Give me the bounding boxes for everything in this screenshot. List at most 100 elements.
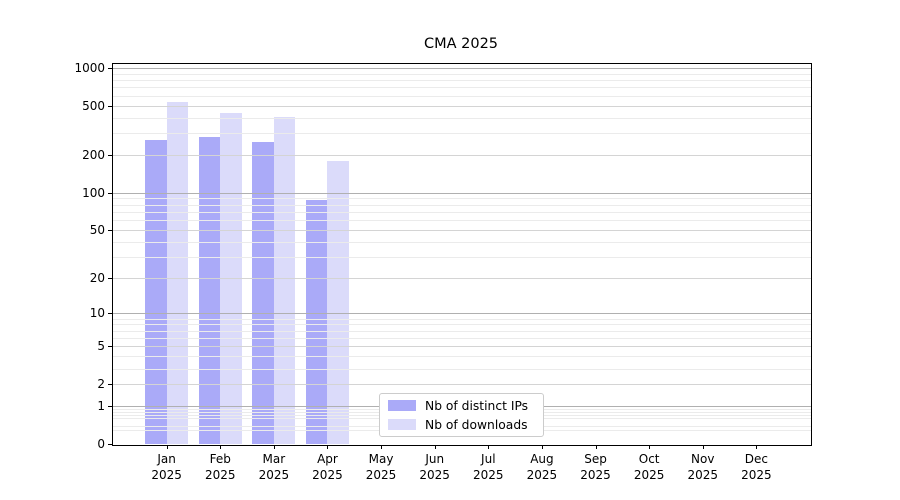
x-tick-mark [220, 445, 222, 449]
y-tick-mark [108, 67, 112, 69]
major-gridline [113, 192, 811, 194]
minor-gridline [113, 73, 811, 75]
y-tick-label: 1000 [74, 60, 105, 75]
minor-gridline [113, 318, 811, 320]
x-tick-label-year: 2025 [741, 468, 772, 482]
legend: Nb of distinct IPs Nb of downloads [379, 393, 544, 437]
gridline [113, 384, 811, 386]
x-tick-mark [166, 445, 168, 449]
minor-gridline [113, 368, 811, 370]
minor-gridline [113, 330, 811, 332]
y-tick-mark [108, 384, 112, 386]
y-tick-label: 1 [97, 399, 105, 414]
x-tick-label: Jan 2025 [136, 451, 198, 483]
x-tick-label-month: Feb [209, 452, 231, 466]
x-tick-label-month: Jun [425, 452, 445, 466]
y-tick-label: 50 [89, 222, 105, 237]
minor-gridline [113, 80, 811, 82]
bars-layer [113, 64, 811, 445]
x-tick-label-month: Jul [481, 452, 496, 466]
y-tick-mark [108, 444, 112, 445]
x-tick-mark [327, 445, 329, 449]
bar-distinct-ips-feb [198, 137, 221, 444]
x-tick-label-year: 2025 [312, 468, 343, 482]
x-tick-label: Apr 2025 [296, 451, 358, 483]
minor-gridline [113, 211, 811, 213]
x-tick-mark [381, 445, 383, 449]
bar-distinct-ips-jan [145, 140, 167, 444]
x-tick-mark [434, 445, 436, 449]
minor-gridline [113, 220, 811, 222]
x-tick-label-month: Oct [638, 452, 660, 466]
gridline [113, 155, 811, 157]
x-tick-label: May 2025 [350, 451, 412, 483]
minor-gridline [113, 324, 811, 326]
legend-swatch-downloads [388, 419, 416, 430]
minor-gridline [113, 204, 811, 206]
x-tick-label-year: 2025 [473, 468, 504, 482]
x-tick-label-year: 2025 [580, 468, 611, 482]
y-tick-mark [108, 105, 112, 107]
x-tick-label-year: 2025 [687, 468, 719, 482]
x-tick-label: Jun 2025 [404, 451, 466, 483]
bar-downloads-apr [327, 161, 349, 444]
x-tick-label: Nov 2025 [672, 451, 734, 483]
bar-distinct-ips-mar [252, 142, 274, 444]
bar-distinct-ips-apr [306, 199, 328, 444]
legend-item: Nb of downloads [388, 418, 535, 432]
legend-label: Nb of downloads [425, 417, 528, 432]
y-tick-label: 200 [82, 148, 105, 163]
gridline [113, 229, 811, 231]
y-tick-mark [108, 406, 112, 408]
minor-gridline [113, 87, 811, 89]
gridline [113, 346, 811, 348]
y-tick-mark [108, 229, 112, 231]
x-tick-label: Sep 2025 [565, 451, 627, 483]
minor-gridline [113, 241, 811, 243]
x-tick-label-year: 2025 [204, 468, 236, 482]
x-tick-label-month: Jan [157, 452, 176, 466]
x-tick-label: Mar 2025 [243, 451, 305, 483]
y-tick-label: 5 [97, 339, 105, 354]
x-tick-mark [649, 445, 651, 449]
x-tick-label-year: 2025 [365, 468, 397, 482]
x-tick-mark [595, 445, 597, 449]
legend-swatch-distinct-ips [388, 400, 416, 411]
minor-gridline [113, 133, 811, 135]
chart-title: CMA 2025 [423, 36, 499, 52]
gridline [113, 278, 811, 280]
x-tick-label-month: May [368, 452, 394, 466]
minor-gridline [113, 338, 811, 340]
y-tick-label: 10 [89, 306, 105, 321]
plot-area [112, 63, 812, 446]
x-tick-label-year: 2025 [419, 468, 450, 482]
x-tick-label-year: 2025 [633, 468, 665, 482]
x-tick-label-year: 2025 [258, 468, 290, 482]
x-tick-mark [488, 445, 490, 449]
x-tick-label: Feb 2025 [189, 451, 251, 483]
legend-item: Nb of distinct IPs [388, 399, 535, 413]
y-tick-label: 2 [97, 377, 105, 392]
x-tick-label: Aug 2025 [511, 451, 573, 483]
major-gridline [113, 313, 811, 315]
x-tick-label-year: 2025 [151, 468, 182, 482]
x-tick-label-month: Dec [744, 452, 768, 466]
minor-gridline [113, 95, 811, 97]
bar-downloads-jan [166, 102, 189, 444]
minor-gridline [113, 117, 811, 119]
x-tick-label: Jul 2025 [457, 451, 519, 483]
y-tick-label: 0 [97, 437, 105, 451]
x-tick-mark [273, 445, 275, 449]
y-tick-mark [108, 346, 112, 348]
grid-layer [113, 64, 811, 445]
y-tick-mark [108, 313, 112, 315]
minor-gridline [113, 257, 811, 259]
y-tick-label: 100 [82, 185, 105, 200]
x-tick-label-year: 2025 [526, 468, 558, 482]
x-tick-label: Dec 2025 [725, 451, 787, 483]
x-tick-mark [756, 445, 758, 449]
x-tick-label-month: Aug [530, 452, 554, 466]
x-tick-label-month: Mar [262, 452, 286, 466]
x-tick-mark [541, 445, 543, 449]
